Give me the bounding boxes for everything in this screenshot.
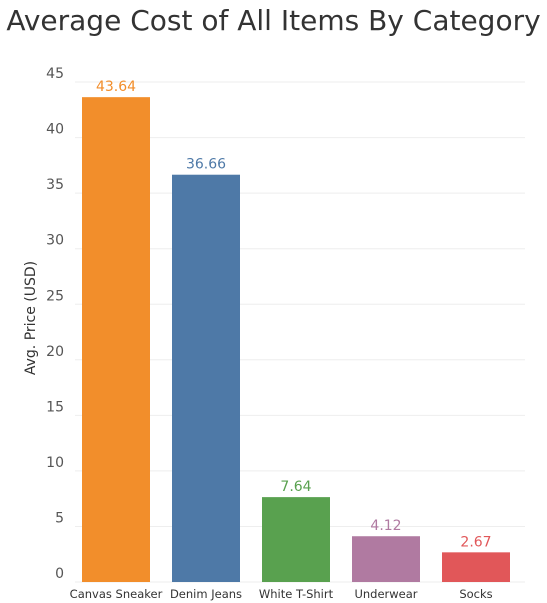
y-tick-label: 5 (55, 510, 64, 526)
bar-value-label: 36.66 (186, 157, 226, 173)
y-tick-label: 10 (46, 455, 64, 471)
bars (82, 97, 510, 582)
y-tick-label: 20 (46, 344, 64, 360)
bar-value-label: 43.64 (96, 79, 136, 95)
bar[interactable] (442, 552, 510, 582)
y-tick-label: 0 (55, 566, 64, 582)
category-label: Socks (459, 587, 492, 601)
bar[interactable] (352, 536, 420, 582)
y-tick-label: 15 (46, 399, 64, 415)
bar[interactable] (262, 497, 330, 582)
category-labels: Canvas Sneaker Denim Jeans White T-Shirt Un… (70, 587, 493, 601)
category-label: White T-Shirt (259, 587, 334, 601)
value-labels: 43.64 36.66 7.64 4.12 2.67 (96, 79, 492, 550)
category-label: Denim Jeans (170, 587, 242, 601)
bar-value-label: 7.64 (280, 479, 311, 495)
y-tick-label: 30 (46, 233, 64, 249)
y-tick-label: 25 (46, 288, 64, 304)
bar-value-label: 2.67 (460, 534, 491, 550)
category-label: Underwear (354, 587, 417, 601)
y-axis-ticks: 0 5 10 15 20 25 30 35 40 45 (46, 66, 64, 582)
bar-value-label: 4.12 (370, 518, 401, 534)
bar[interactable] (82, 97, 150, 582)
y-axis-title: Avg. Price (USD) (23, 261, 39, 375)
bar[interactable] (172, 174, 240, 582)
y-tick-label: 40 (46, 122, 64, 138)
category-label: Canvas Sneaker (70, 587, 163, 601)
y-tick-label: 45 (46, 66, 64, 82)
chart-title: Average Cost of All Items By Category (6, 4, 541, 37)
y-tick-label: 35 (46, 177, 64, 193)
